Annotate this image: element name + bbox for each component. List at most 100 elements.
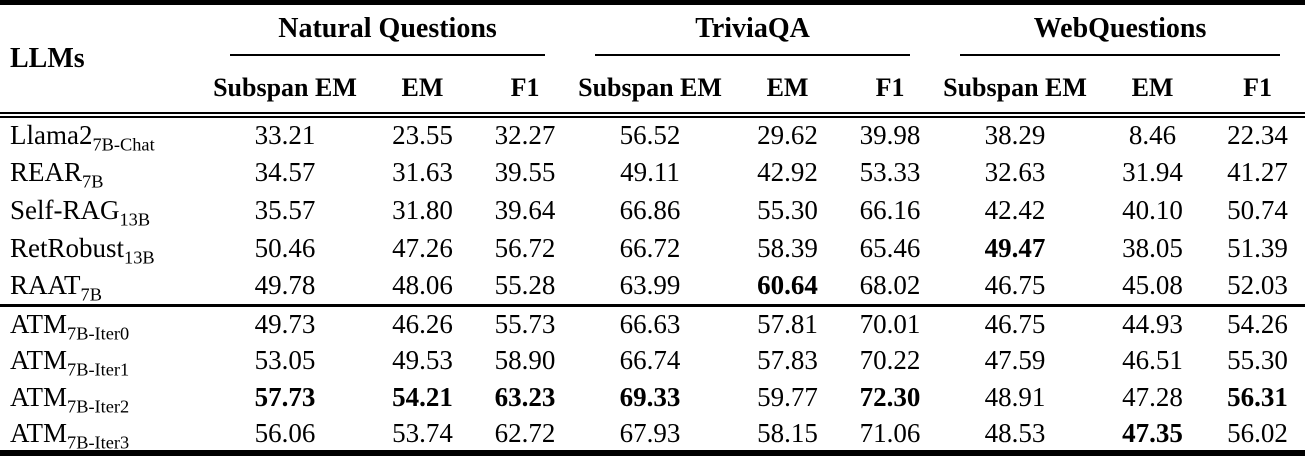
metric-value: 49.11: [620, 156, 680, 187]
metric-value: 55.28: [494, 269, 556, 300]
metric-value: 63.23: [494, 382, 556, 412]
tqa-subspan-em-header: Subspan EM: [578, 73, 722, 102]
metric-value: 67.93: [619, 417, 681, 448]
metric-value: 32.63: [984, 156, 1046, 187]
group-label-webquestions: WebQuestions: [960, 13, 1281, 56]
group-label-triviaqa: TriviaQA: [595, 13, 911, 56]
metric-value: 54.21: [392, 382, 453, 412]
metric-value: 60.64: [757, 269, 818, 300]
metric-value: 39.55: [494, 156, 556, 187]
llms-column-header: LLMs: [10, 42, 85, 74]
metric-value: 42.42: [984, 194, 1046, 225]
metric-value: 69.33: [619, 382, 681, 412]
metric-value: 66.86: [619, 194, 681, 225]
metric-value: 70.22: [859, 345, 921, 375]
metric-value: 65.46: [859, 232, 921, 263]
model-name-text: RAAT: [10, 269, 81, 300]
baseline-models-section: Llama27B-Chat 33.21 23.55 32.27 56.52 29.62 39…: [0, 115, 1305, 305]
metric-value: 66.74: [619, 345, 681, 375]
model-name: ATM7B-Iter3: [0, 416, 205, 453]
metric-value: 32.27: [494, 120, 556, 150]
metric-value: 48.91: [984, 382, 1046, 412]
model-name: ATM7B-Iter2: [0, 379, 205, 416]
metric-value: 31.80: [392, 194, 453, 225]
metric-value: 47.35: [1122, 417, 1183, 448]
metric-value: 66.16: [859, 194, 921, 225]
model-name-text: Self-RAG: [10, 194, 120, 225]
table-row: ATM7B-Iter2 57.73 54.21 63.23 69.33 59.77 72.3…: [0, 379, 1305, 416]
model-name-text: Llama2: [10, 120, 93, 150]
metric-value: 49.47: [984, 232, 1046, 263]
metric-value: 71.06: [859, 417, 921, 448]
table-row: REAR7B 34.57 31.63 39.55 49.11 42.92 53.33 32.6…: [0, 153, 1305, 191]
metric-value: 55.30: [757, 194, 818, 225]
model-subscript: 7B-Iter0: [67, 323, 130, 344]
table-row: Llama27B-Chat 33.21 23.55 32.27 56.52 29.62 39…: [0, 115, 1305, 154]
metric-value: 56.02: [1227, 417, 1288, 448]
metric-value: 41.27: [1227, 156, 1288, 187]
metric-value: 29.62: [757, 120, 818, 150]
metric-value: 52.03: [1227, 269, 1288, 300]
metric-value: 50.46: [254, 232, 316, 263]
metric-value: 38.05: [1122, 232, 1183, 263]
metric-header-row: Subspan EM EM F1 Subspan EM EM F1 Subspa…: [0, 64, 1305, 115]
metric-value: 47.26: [392, 232, 453, 263]
model-name-text: ATM: [10, 308, 68, 339]
group-header-triviaqa: TriviaQA: [570, 3, 935, 65]
metric-value: 47.59: [984, 345, 1046, 375]
model-name-text: ATM: [10, 345, 68, 375]
metric-value: 49.78: [254, 269, 316, 300]
metric-value: 58.39: [757, 232, 818, 263]
metric-value: 53.74: [392, 417, 453, 448]
nq-f1-header: F1: [510, 73, 540, 102]
metric-value: 55.30: [1227, 345, 1288, 375]
metric-value: 68.02: [859, 269, 921, 300]
model-name-text: RetRobust: [10, 232, 125, 263]
metric-value: 62.72: [494, 417, 556, 448]
table-row: ATM7B-Iter1 53.05 49.53 58.90 66.74 57.83 70.2…: [0, 342, 1305, 379]
metric-value: 46.26: [392, 308, 453, 339]
tqa-f1-header: F1: [875, 73, 905, 102]
metric-value: 34.57: [254, 156, 316, 187]
metric-value: 46.75: [984, 308, 1046, 339]
table-row: ATM7B-Iter3 56.06 53.74 62.72 67.93 58.15 71.0…: [0, 416, 1305, 453]
tqa-em-header: EM: [766, 73, 809, 102]
model-name: Llama27B-Chat: [0, 115, 205, 154]
metric-value: 42.92: [757, 156, 818, 187]
metric-value: 40.10: [1122, 194, 1183, 225]
model-name: Self-RAG13B: [0, 191, 205, 229]
metric-value: 57.73: [254, 382, 316, 412]
metric-value: 56.31: [1227, 382, 1288, 412]
metric-value: 57.81: [757, 308, 818, 339]
metric-value: 55.73: [494, 308, 556, 339]
model-subscript: 13B: [124, 246, 155, 267]
model-name: RetRobust13B: [0, 229, 205, 267]
metric-value: 22.34: [1227, 120, 1288, 150]
wq-subspan-em-header: Subspan EM: [943, 73, 1087, 102]
model-name: ATM7B-Iter1: [0, 342, 205, 379]
metric-value: 51.39: [1227, 232, 1288, 263]
metric-value: 58.15: [757, 417, 818, 448]
group-header-row: LLMs Natural Questions TriviaQA WebQuest…: [0, 3, 1305, 74]
metric-value: 48.53: [984, 417, 1046, 448]
wq-f1-header: F1: [1243, 73, 1272, 102]
table-row: Self-RAG13B 35.57 31.80 39.64 66.86 55.30 66.1…: [0, 191, 1305, 229]
metric-value: 33.21: [254, 120, 316, 150]
metric-value: 46.75: [984, 269, 1046, 300]
metric-value: 44.93: [1122, 308, 1183, 339]
metric-value: 57.83: [757, 345, 818, 375]
metric-value: 23.55: [392, 120, 453, 150]
metric-value: 47.28: [1122, 382, 1183, 412]
metric-value: 39.98: [859, 120, 921, 150]
metric-value: 49.53: [392, 345, 453, 375]
model-subscript: 7B: [80, 284, 102, 305]
metric-value: 72.30: [859, 382, 921, 412]
metric-value: 66.63: [619, 308, 681, 339]
table-row: ATM7B-Iter0 49.73 46.26 55.73 66.63 57.81 70.0…: [0, 305, 1305, 344]
metric-value: 54.26: [1227, 308, 1288, 339]
metric-value: 46.51: [1122, 345, 1183, 375]
model-subscript: 7B-Iter2: [67, 396, 130, 417]
group-label-natural-questions: Natural Questions: [230, 13, 546, 56]
model-name-text: REAR: [10, 156, 83, 187]
table-row: RetRobust13B 50.46 47.26 56.72 66.72 58.39 65.…: [0, 229, 1305, 267]
